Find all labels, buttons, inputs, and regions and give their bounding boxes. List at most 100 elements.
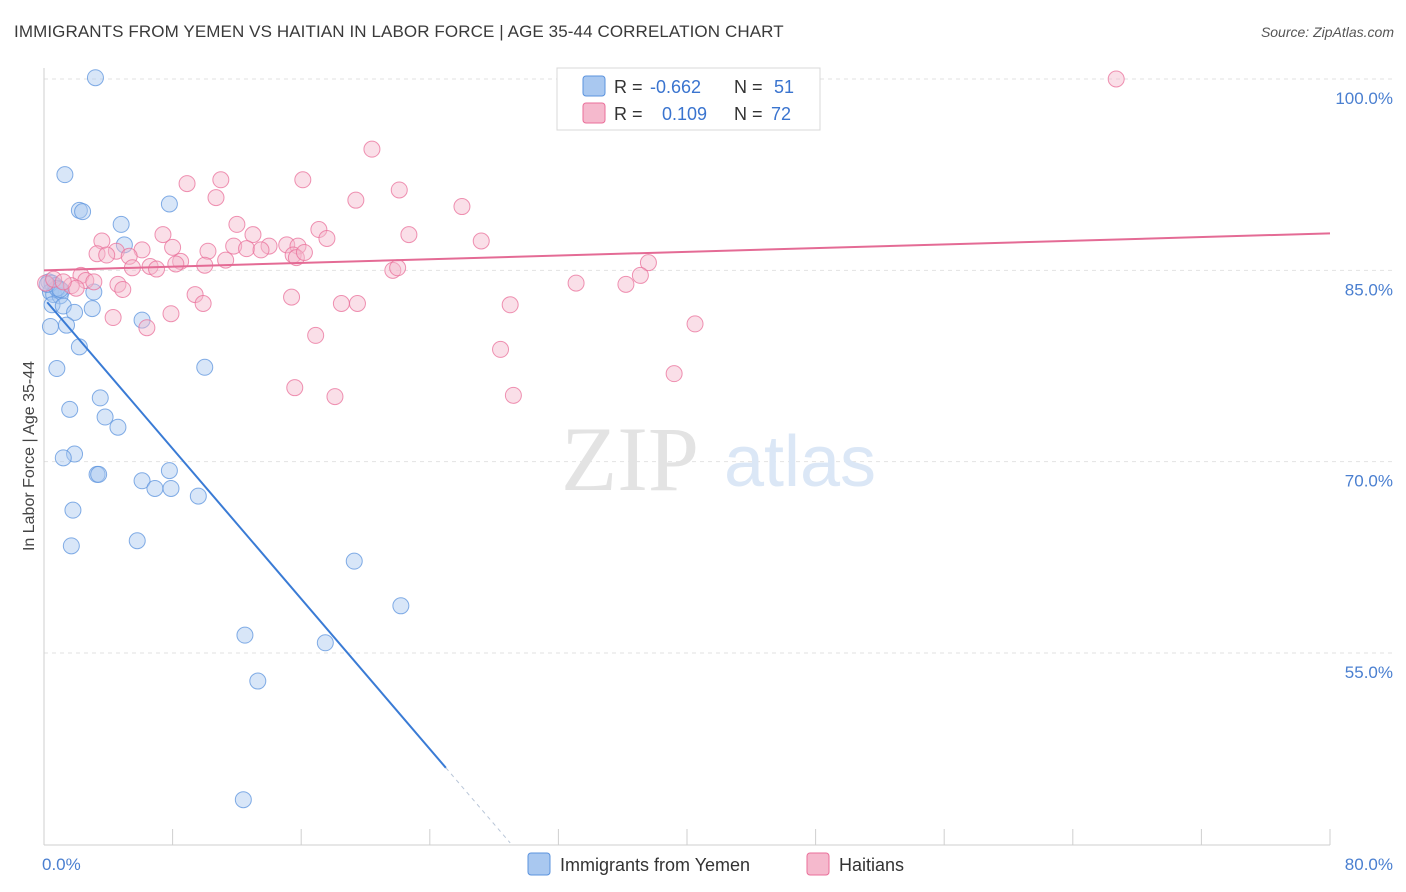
data-point-yemen [133, 472, 151, 490]
y-tick-label: 100.0% [1335, 89, 1393, 108]
data-point-haitians [154, 226, 172, 244]
bottom-legend-label-yemen: Immigrants from Yemen [560, 855, 750, 875]
data-point-haitians [307, 326, 325, 344]
data-point-haitians [62, 277, 80, 295]
y-tick-label: 70.0% [1345, 472, 1393, 491]
stats-legend: R = -0.662 N = 51 R = 0.109 N = 72 [556, 67, 821, 131]
data-point-haitians [225, 237, 243, 255]
data-point-yemen [392, 597, 410, 615]
y-axis-label: In Labor Force | Age 35-44 [21, 361, 38, 551]
y-tick-label: 85.0% [1345, 280, 1393, 299]
data-point-haitians [326, 388, 344, 406]
data-point-yemen [96, 408, 114, 426]
data-point-yemen [316, 634, 334, 652]
data-point-yemen [90, 465, 108, 483]
data-point-yemen [86, 69, 104, 87]
data-point-haitians [37, 274, 55, 292]
data-point-haitians [295, 243, 313, 261]
data-point-haitians [194, 294, 212, 312]
data-point-haitians [294, 171, 312, 189]
bottom-legend-label-haitians: Haitians [839, 855, 904, 875]
data-point-haitians [252, 241, 270, 259]
data-point-yemen [66, 303, 84, 321]
data-point-haitians [260, 237, 278, 255]
data-point-haitians [104, 309, 122, 327]
data-point-yemen [160, 195, 178, 213]
data-point-haitians [228, 215, 246, 233]
data-point-haitians [492, 340, 510, 358]
legend-n-value-haitians: 72 [771, 104, 791, 124]
data-point-haitians [283, 288, 301, 306]
legend-swatch-haitians [582, 102, 606, 124]
trend-line-yemen [46, 301, 447, 769]
data-point-haitians [178, 175, 196, 193]
data-point-haitians [287, 249, 305, 267]
data-point-haitians [389, 259, 407, 277]
data-point-haitians [45, 270, 63, 288]
data-point-yemen [48, 360, 66, 378]
data-point-haitians [567, 274, 585, 292]
data-point-haitians [238, 240, 256, 258]
data-point-yemen [85, 283, 103, 301]
legend-r-label-haitians: R = [614, 104, 643, 124]
data-point-haitians [107, 242, 125, 260]
data-point-yemen [249, 672, 267, 690]
data-point-yemen [236, 626, 254, 644]
data-point-haitians [639, 254, 657, 272]
data-point-haitians [207, 189, 225, 207]
data-point-yemen [189, 487, 207, 505]
data-point-haitians [332, 294, 350, 312]
data-point-haitians [400, 226, 418, 244]
data-point-haitians [212, 171, 230, 189]
data-point-haitians [347, 191, 365, 209]
legend-n-label-haitians: N = [734, 104, 763, 124]
legend-r-value-yemen: -0.662 [650, 77, 701, 97]
trend-line-yemen-extension [445, 767, 511, 844]
data-point-haitians [114, 280, 132, 298]
watermark-zip: ZIP [561, 408, 699, 510]
data-point-haitians [501, 296, 519, 314]
data-point-haitians [384, 261, 402, 279]
data-point-yemen [56, 166, 74, 184]
legend-n-value-yemen: 51 [774, 77, 794, 97]
data-point-haitians [164, 238, 182, 256]
data-point-yemen [160, 462, 178, 480]
bottom-legend-swatch-yemen [527, 852, 551, 876]
data-point-yemen [109, 418, 127, 436]
data-point-yemen [146, 479, 164, 497]
data-point-yemen [345, 552, 363, 570]
source-label: Source: ZipAtlas.com [1260, 24, 1394, 40]
data-point-haitians [162, 305, 180, 323]
data-point-yemen [74, 203, 92, 221]
y-tick-label: 55.0% [1345, 663, 1393, 682]
data-point-haitians [286, 379, 304, 397]
data-point-haitians [98, 246, 116, 264]
trend-line-haitians [43, 232, 1331, 272]
data-point-yemen [128, 532, 146, 550]
data-point-haitians [1107, 70, 1125, 88]
data-point-haitians [504, 386, 522, 404]
data-point-haitians [148, 260, 166, 278]
data-point-haitians [54, 273, 72, 291]
data-point-haitians [631, 266, 649, 284]
legend-r-value-haitians: 0.109 [662, 104, 707, 124]
data-point-yemen [62, 537, 80, 555]
data-point-haitians [472, 232, 490, 250]
data-point-haitians [244, 226, 262, 244]
data-point-yemen [64, 501, 82, 519]
data-point-yemen [41, 317, 59, 335]
data-point-haitians [617, 275, 635, 293]
data-point-yemen [61, 400, 79, 418]
data-point-yemen [91, 389, 109, 407]
watermark-atlas: atlas [724, 422, 876, 502]
data-point-haitians [363, 140, 381, 158]
data-point-haitians [85, 273, 103, 291]
data-point-haitians [167, 255, 185, 273]
data-point-haitians [138, 319, 156, 337]
legend-n-label-yemen: N = [734, 77, 763, 97]
series-legend: Immigrants from Yemen Haitians [527, 852, 904, 876]
data-point-haitians [348, 294, 366, 312]
legend-r-label-yemen: R = [614, 77, 643, 97]
data-point-yemen [66, 445, 84, 463]
